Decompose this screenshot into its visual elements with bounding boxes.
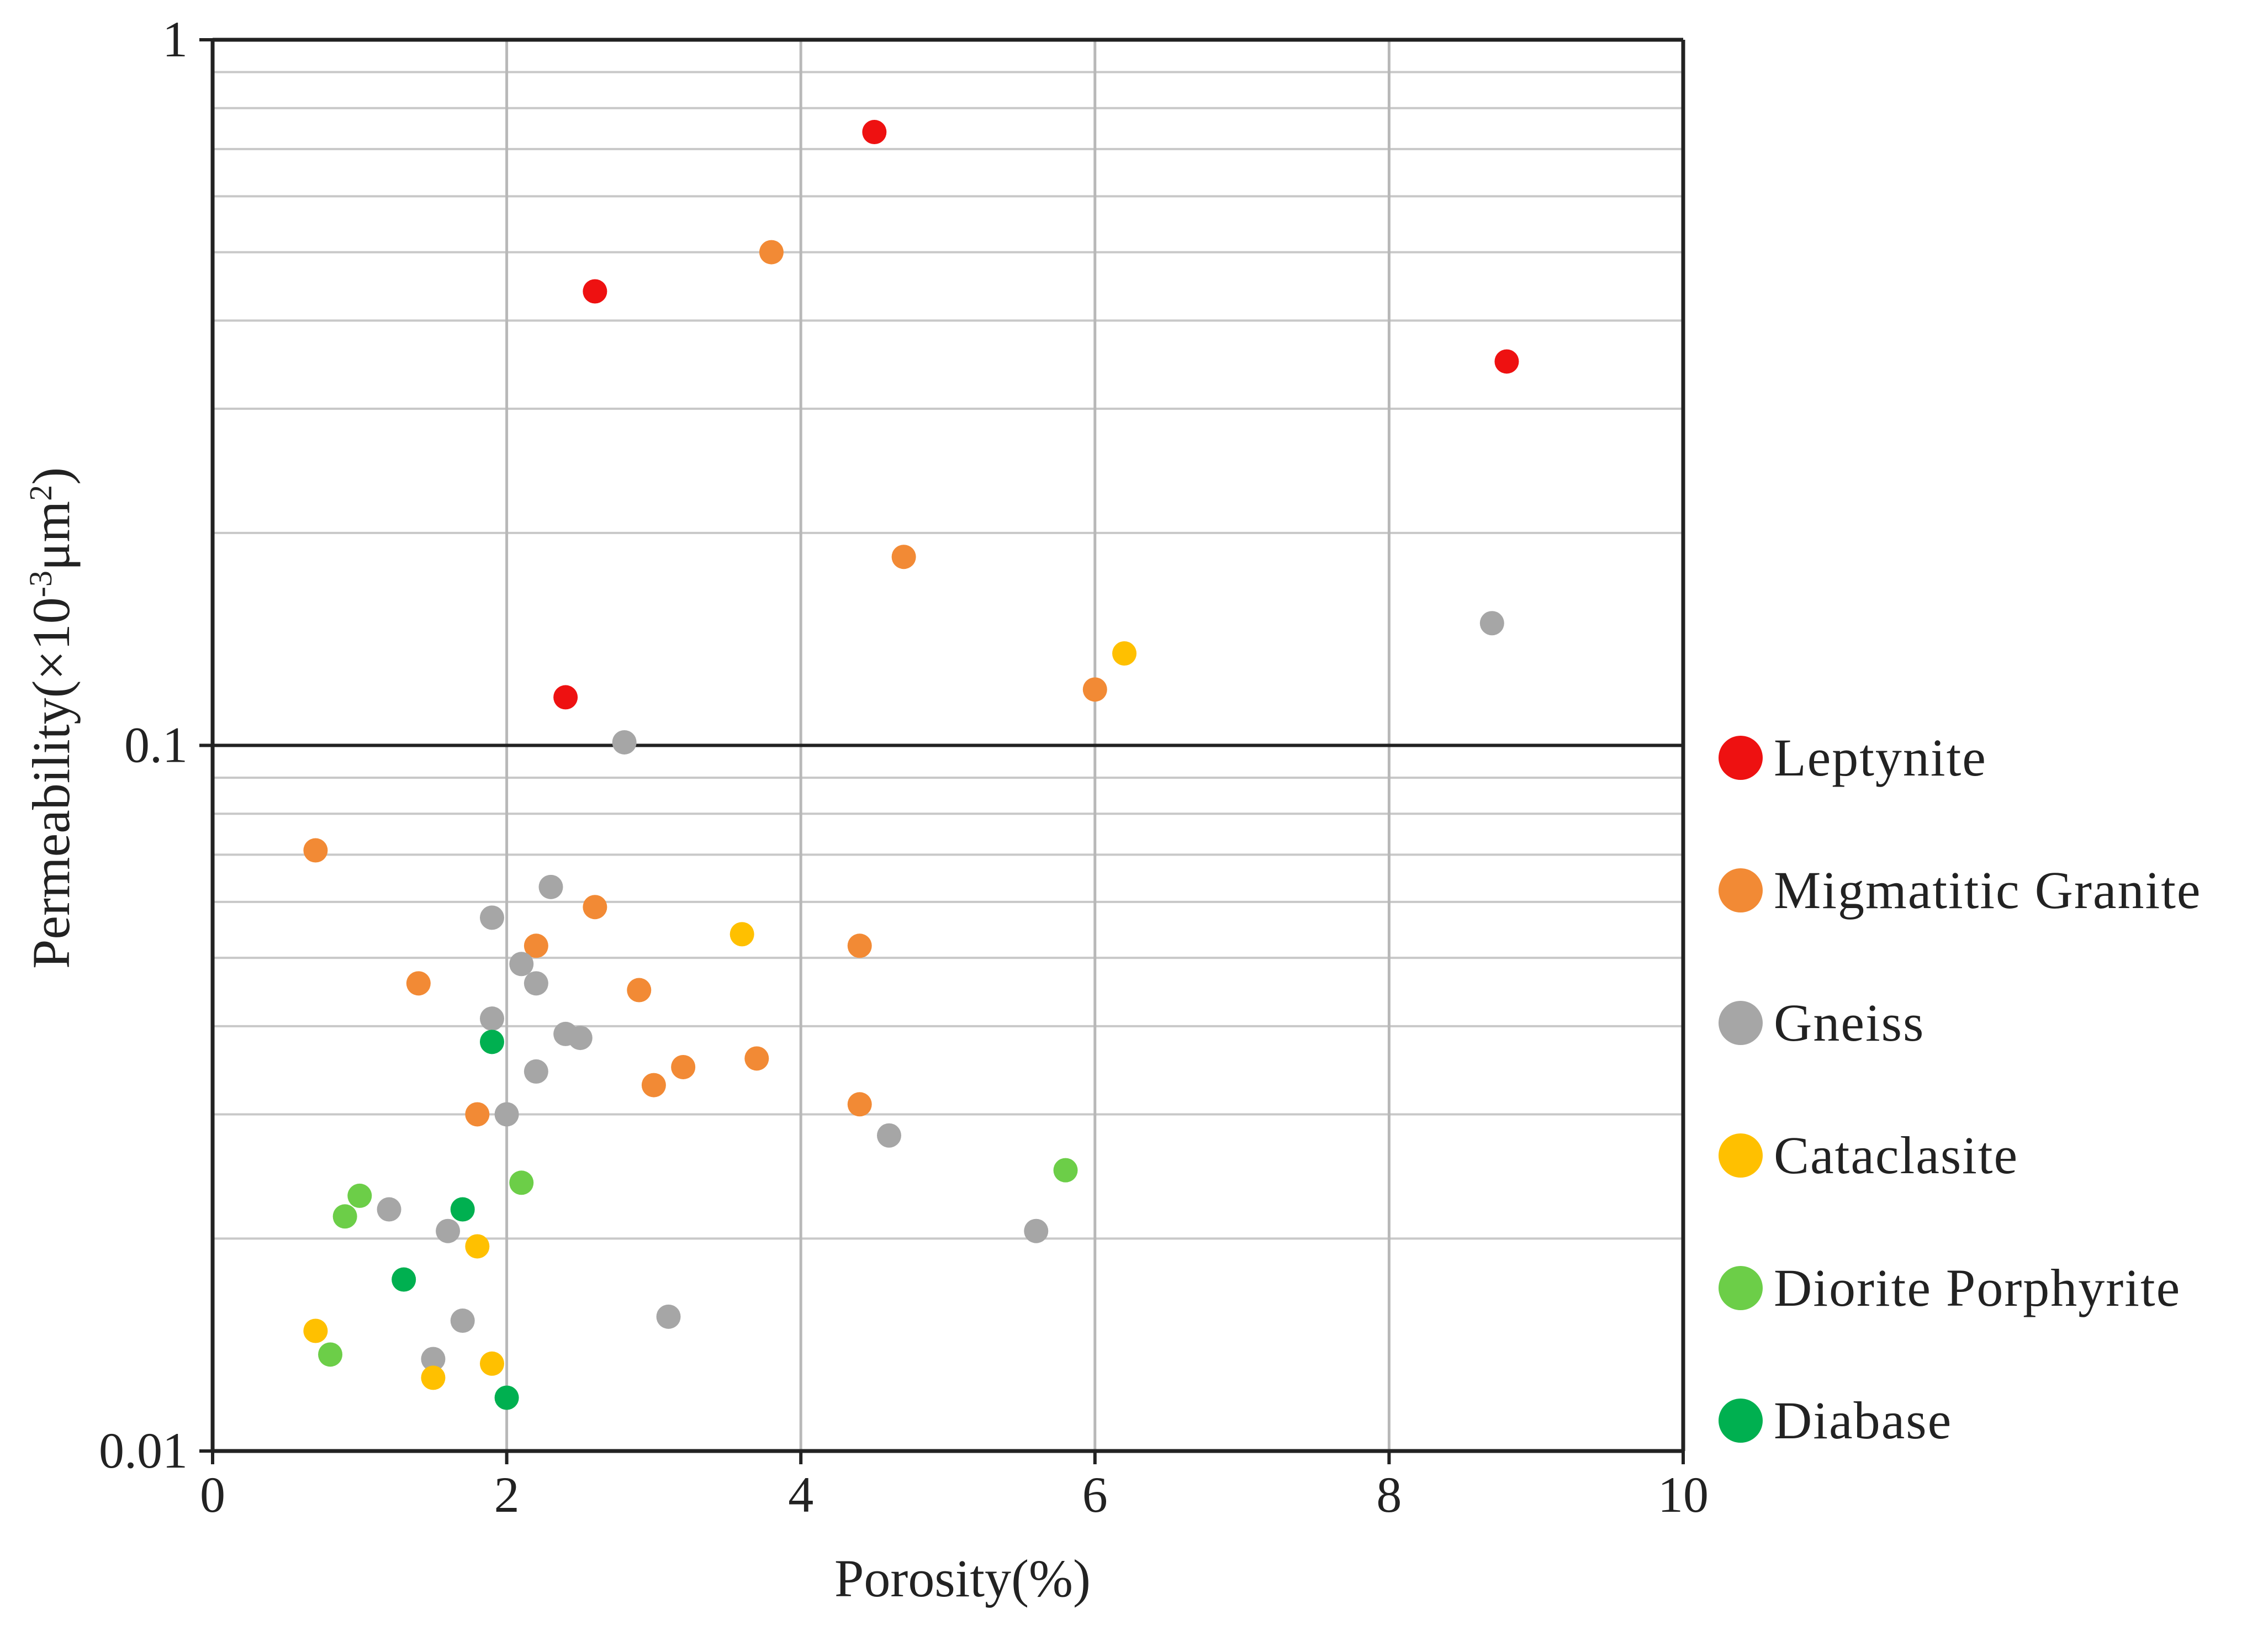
legend: Leptynite Migmatitic Granite Gneiss Catacla… <box>1719 728 2201 1450</box>
y-axis-title-exponent: -3 <box>23 571 59 597</box>
x-tick-labels: 0 2 4 6 8 10 <box>200 1466 1709 1523</box>
data-point-gneiss <box>509 952 534 977</box>
data-point-migmatitic-granite <box>1082 677 1107 702</box>
data-point-migmatitic-granite <box>641 1073 666 1098</box>
x-tick-label: 4 <box>788 1466 813 1523</box>
legend-label-cataclasite: Cataclasite <box>1774 1126 2018 1185</box>
data-point-diabase <box>392 1267 416 1292</box>
data-point-migmatitic-granite <box>671 1054 696 1079</box>
data-point-migmatitic-granite <box>891 545 916 569</box>
data-point-gneiss <box>612 730 637 755</box>
legend-marker-migmatitic-granite <box>1719 868 1763 912</box>
data-point-diabase <box>450 1197 475 1222</box>
x-tick-label: 8 <box>1376 1466 1402 1523</box>
y-axis-title-unit: μm <box>22 501 81 571</box>
data-point-leptynite <box>583 279 607 304</box>
y-tick-label: 1 <box>162 11 188 67</box>
data-point-gneiss <box>1024 1218 1049 1243</box>
data-point-cataclasite <box>421 1365 446 1390</box>
y-tick-labels: 0.01 0.1 1 <box>99 11 188 1479</box>
y-axis-title-prefix: Permeability(×10 <box>22 597 81 969</box>
data-point-migmatitic-granite <box>465 1102 490 1127</box>
y-tick-label: 0.1 <box>124 717 188 773</box>
data-point-migmatitic-granite <box>847 933 872 958</box>
legend-marker-diorite-porphyrite <box>1719 1266 1763 1310</box>
x-tick-label: 2 <box>494 1466 520 1523</box>
data-point-gneiss <box>1479 611 1504 636</box>
legend-marker-cataclasite <box>1719 1133 1763 1178</box>
data-point-leptynite <box>862 120 887 145</box>
data-point-gneiss <box>538 874 563 899</box>
data-point-gneiss <box>524 971 548 996</box>
data-point-cataclasite <box>729 922 754 947</box>
legend-label-leptynite: Leptynite <box>1774 728 1987 787</box>
data-point-gneiss <box>524 1059 548 1084</box>
x-tick-label: 0 <box>200 1466 225 1523</box>
data-point-diorite-porphyrite <box>318 1342 343 1367</box>
axes <box>199 38 1685 1464</box>
data-point-leptynite <box>553 685 578 710</box>
data-point-migmatitic-granite <box>627 978 652 1003</box>
x-axis-title: Porosity(%) <box>834 1549 1091 1608</box>
y-axis-title-unit-exponent: 2 <box>23 485 59 501</box>
x-tick-label: 10 <box>1658 1466 1709 1523</box>
x-tick-label: 6 <box>1082 1466 1108 1523</box>
data-point-migmatitic-granite <box>524 933 548 958</box>
legend-marker-gneiss <box>1719 1001 1763 1045</box>
y-axis-title-suffix: ) <box>22 467 81 485</box>
data-points <box>303 120 1519 1410</box>
data-point-diorite-porphyrite <box>332 1204 357 1229</box>
legend-label-gneiss: Gneiss <box>1774 993 1925 1052</box>
data-point-migmatitic-granite <box>583 895 607 920</box>
data-point-gneiss <box>479 1006 504 1031</box>
data-point-migmatitic-granite <box>744 1046 769 1071</box>
data-point-migmatitic-granite <box>303 838 328 863</box>
data-point-gneiss <box>479 905 504 930</box>
data-point-leptynite <box>1494 349 1519 374</box>
data-point-diorite-porphyrite <box>347 1183 372 1208</box>
data-point-cataclasite <box>303 1318 328 1343</box>
data-point-diorite-porphyrite <box>1053 1158 1078 1183</box>
data-point-gneiss <box>450 1309 475 1333</box>
legend-label-diorite-porphyrite: Diorite Porphyrite <box>1774 1258 2181 1317</box>
data-point-migmatitic-granite <box>406 971 431 996</box>
data-point-gneiss <box>876 1123 901 1148</box>
legend-marker-diabase <box>1719 1399 1763 1443</box>
legend-label-migmatitic-granite: Migmatitic Granite <box>1774 861 2201 920</box>
data-point-gneiss <box>436 1218 461 1243</box>
data-point-cataclasite <box>465 1234 490 1259</box>
data-point-gneiss <box>421 1347 446 1371</box>
data-point-cataclasite <box>479 1351 504 1376</box>
data-point-gneiss <box>656 1304 681 1329</box>
data-point-migmatitic-granite <box>759 240 784 265</box>
y-axis-title: Permeability(×10-3μm2) <box>22 467 81 969</box>
data-point-cataclasite <box>1112 641 1137 666</box>
data-point-migmatitic-granite <box>847 1092 872 1117</box>
grid-lines <box>213 38 1683 1453</box>
data-point-diabase <box>494 1385 519 1410</box>
data-point-gneiss <box>494 1102 519 1127</box>
data-point-gneiss <box>568 1026 593 1051</box>
legend-marker-leptynite <box>1719 736 1763 780</box>
legend-label-diabase: Diabase <box>1774 1391 1952 1450</box>
data-point-diabase <box>479 1030 504 1054</box>
y-tick-label: 0.01 <box>99 1422 188 1479</box>
data-point-gneiss <box>377 1197 401 1222</box>
data-point-diorite-porphyrite <box>509 1170 534 1195</box>
